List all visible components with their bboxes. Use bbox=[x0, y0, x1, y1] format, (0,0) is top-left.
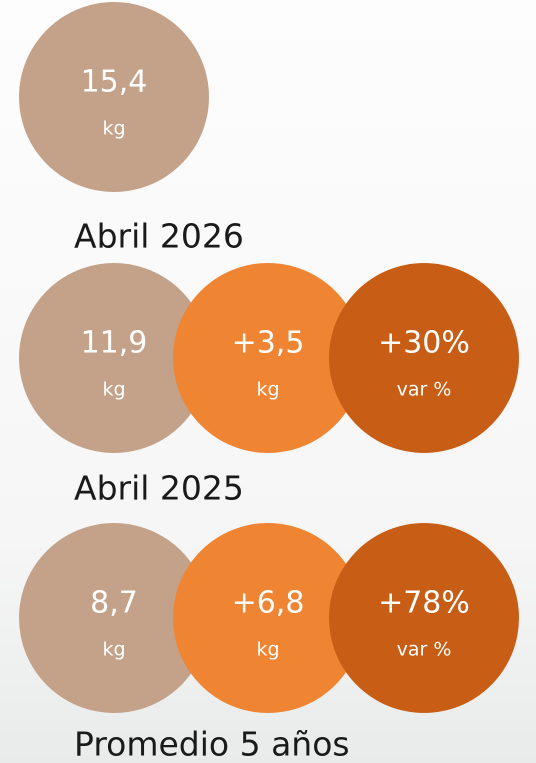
stat-circle bbox=[19, 523, 209, 713]
stat-circle bbox=[173, 523, 363, 713]
stat-unit: kg bbox=[102, 118, 125, 140]
stat-value: +78% bbox=[378, 586, 470, 621]
stat-circle bbox=[173, 263, 363, 453]
stat-unit: kg bbox=[256, 639, 279, 661]
section-label: Abril 2025 bbox=[74, 469, 244, 508]
stat-circle bbox=[329, 523, 519, 713]
stat-unit: kg bbox=[102, 639, 125, 661]
stat-value: +6,8 bbox=[232, 586, 305, 621]
stat-circle bbox=[19, 2, 209, 192]
stat-value: +3,5 bbox=[232, 326, 305, 361]
stat-unit: var % bbox=[397, 379, 452, 401]
stat-value: 15,4 bbox=[81, 65, 148, 100]
stat-circle bbox=[19, 263, 209, 453]
stat-unit: kg bbox=[102, 379, 125, 401]
section-label: Abril 2026 bbox=[74, 217, 244, 256]
stat-unit: kg bbox=[256, 379, 279, 401]
stat-value: 8,7 bbox=[90, 586, 138, 621]
stat-circle bbox=[329, 263, 519, 453]
section-label: Promedio 5 años bbox=[74, 725, 350, 763]
stat-value: 11,9 bbox=[81, 326, 148, 361]
stat-unit: var % bbox=[397, 639, 452, 661]
stat-value: +30% bbox=[378, 326, 470, 361]
